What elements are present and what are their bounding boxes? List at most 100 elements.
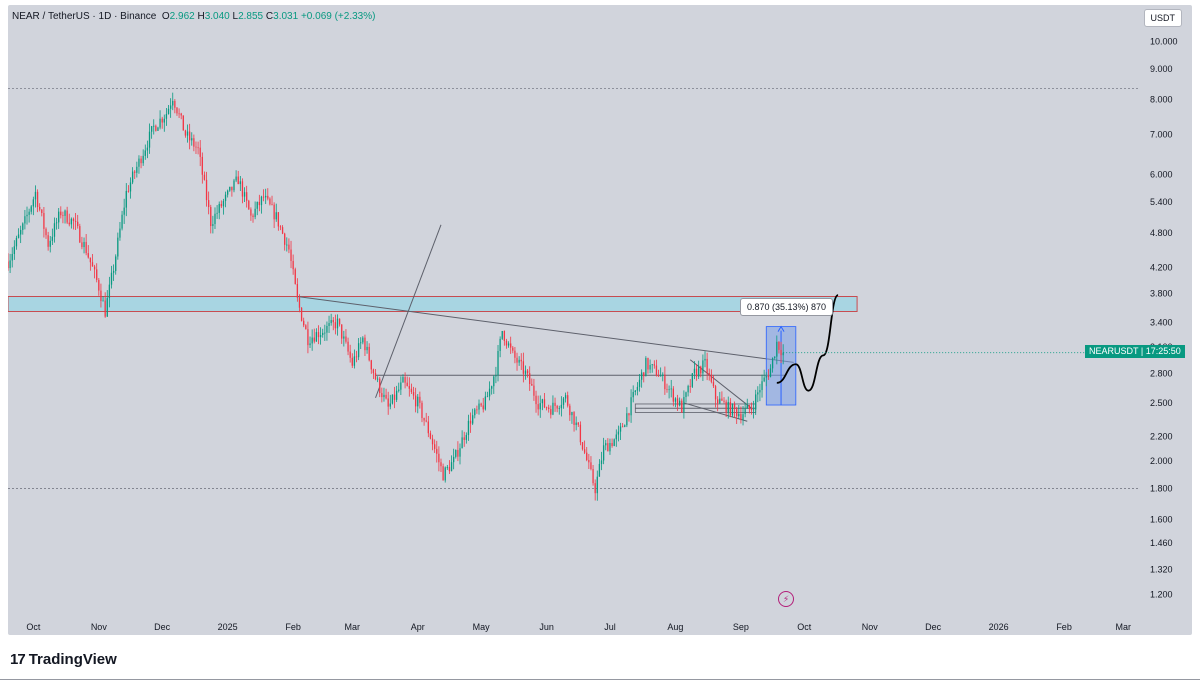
candle-body (83, 241, 85, 248)
candle-body (408, 386, 410, 389)
candle-body (419, 396, 421, 403)
candle-body (453, 456, 455, 463)
candle-body (636, 386, 639, 391)
candle-body (624, 425, 626, 427)
candle-body (771, 357, 774, 369)
candle-body (96, 269, 98, 280)
y-tick-label: 10.000 (1150, 36, 1178, 46)
candle-body (588, 460, 590, 463)
candle-body (220, 203, 222, 207)
candle-body (763, 377, 765, 382)
candle-body (609, 443, 611, 452)
candle-body (77, 221, 79, 227)
candle-body (20, 229, 22, 235)
candle-body (423, 418, 425, 421)
candle-body (85, 241, 87, 254)
candle-body (628, 413, 630, 416)
price-chart[interactable]: 10.000 9.000 8.000 7.000 6.000 5.400 4.800 4.20… (8, 5, 1192, 635)
candle-body (102, 300, 104, 302)
candle-body (205, 179, 208, 201)
x-tick-label: Mar (345, 622, 361, 632)
candle-body (176, 107, 178, 114)
candle-body (679, 400, 681, 406)
flash-icon[interactable]: ⚡ (778, 591, 794, 607)
candle-body (281, 227, 284, 234)
candle-body (328, 323, 330, 326)
y-tick-label: 2.500 (1150, 398, 1173, 408)
candle-body (427, 421, 429, 434)
resistance-zone (8, 296, 858, 312)
candle-body (241, 181, 244, 197)
candle-body (465, 435, 467, 440)
candle-body (448, 466, 451, 472)
candle-body (30, 206, 32, 212)
candle-body (313, 337, 315, 342)
candle-body (39, 207, 41, 210)
candle-body (695, 368, 698, 377)
candle-body (252, 215, 254, 218)
price-tag-symbol: NEARUSDT (1089, 346, 1139, 356)
candle-body (505, 340, 508, 346)
candle-body (275, 212, 277, 220)
candle-body (594, 483, 596, 494)
currency-badge[interactable]: USDT (1143, 9, 1182, 27)
candle-body (404, 377, 406, 383)
candle-body (207, 200, 210, 208)
candle-body (55, 222, 58, 224)
candle-body (41, 209, 43, 214)
high-value: 3.040 (204, 11, 230, 22)
candle-body (706, 358, 708, 374)
candle-body (357, 343, 360, 358)
x-tick-label: Mar (1115, 622, 1131, 632)
candle-body (125, 190, 127, 208)
candle-body (262, 196, 265, 198)
candle-body (303, 320, 305, 326)
candle-body (250, 209, 252, 216)
candle-body (370, 360, 372, 370)
candle-body (712, 381, 715, 387)
candle-body (43, 213, 45, 229)
candle-body (60, 211, 62, 216)
candle-body (562, 398, 565, 405)
tradingview-logo-icon: 17 (10, 651, 26, 668)
candle-body (729, 401, 732, 416)
candle-body (229, 186, 231, 191)
candle-body (474, 409, 476, 416)
candle-body (347, 341, 349, 352)
y-tick-label: 1.320 (1150, 564, 1173, 574)
brand-name: TradingView (28, 651, 117, 668)
candle-body (645, 358, 647, 377)
candle-body (368, 346, 370, 361)
candle-body (469, 420, 472, 424)
candle-body (668, 389, 670, 391)
close-label: C (265, 11, 274, 22)
candle-body (288, 244, 290, 250)
candle-body (381, 393, 383, 398)
candle-body (482, 405, 484, 410)
candle-body (767, 375, 770, 378)
candle-body (123, 207, 125, 215)
candle-body (556, 405, 558, 409)
candle-body (567, 395, 569, 406)
candle-body (218, 203, 220, 213)
candle-body (647, 358, 649, 370)
candle-body (119, 228, 121, 238)
candle-body (507, 343, 510, 346)
x-tick-label: Sep (733, 622, 749, 632)
candle-body (402, 377, 404, 383)
candle-body (267, 195, 269, 199)
chart-area[interactable]: 10.000 9.000 8.000 7.000 6.000 5.400 4.800 4.20… (8, 5, 1192, 635)
candle-body (429, 433, 432, 439)
candle-body (554, 402, 556, 406)
candle-body (592, 469, 594, 484)
x-tick-label: Oct (797, 622, 812, 632)
x-tick-label: 2025 (218, 622, 238, 632)
candle-body (510, 343, 512, 348)
candle-body (748, 405, 751, 409)
x-tick-label: Feb (285, 622, 301, 632)
candle-body (596, 476, 598, 494)
candle-body (488, 388, 491, 397)
y-tick-label: 7.000 (1150, 129, 1173, 139)
candle-body (638, 379, 641, 387)
projection-curve (776, 294, 839, 392)
